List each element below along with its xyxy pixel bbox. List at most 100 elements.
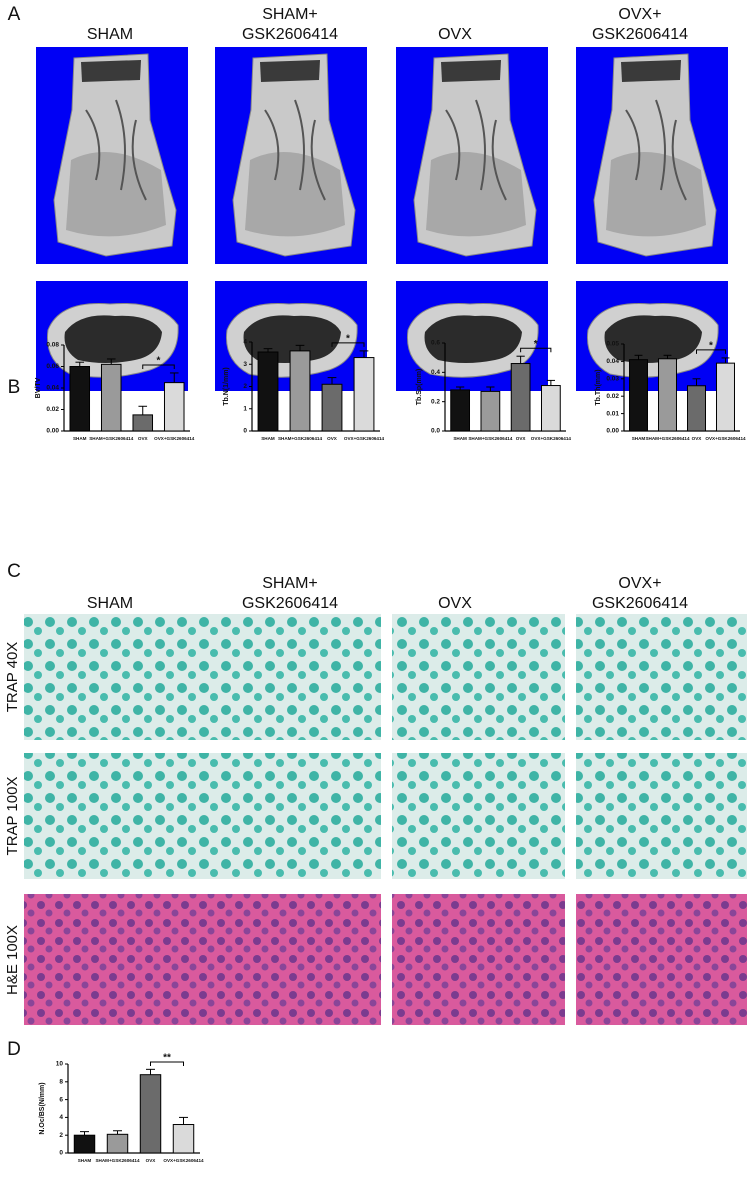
y-tick-label: 6 xyxy=(59,1096,63,1103)
y-tick-label: 0.00 xyxy=(606,428,619,435)
y-tick-label: 8 xyxy=(59,1079,63,1086)
y-tick-label: 4 xyxy=(243,339,247,346)
significance-label: * xyxy=(534,339,538,350)
he-image xyxy=(24,894,208,1025)
y-tick-label: 0.02 xyxy=(606,393,619,400)
row-label: TRAP 40X xyxy=(4,642,21,713)
significance-label: ** xyxy=(163,1053,171,1064)
bar xyxy=(353,357,375,432)
y-axis-title: N.Oc/BS(N/mm) xyxy=(39,1082,46,1134)
bar xyxy=(139,1074,162,1154)
micro-ct-images xyxy=(36,47,728,391)
bar xyxy=(132,414,154,432)
significance-label: * xyxy=(157,356,161,367)
column-header: GSK2606414 xyxy=(592,26,688,43)
x-tick-label: OVX+GSK2606414 xyxy=(163,1158,204,1163)
panel-label: C xyxy=(7,561,21,582)
bar xyxy=(257,351,279,432)
column-header: OVX+ xyxy=(618,575,661,592)
column-header: SHAM+ xyxy=(262,6,318,23)
bar xyxy=(100,363,122,432)
y-tick-label: 3 xyxy=(243,361,247,368)
row-label: TRAP 100X xyxy=(4,777,21,856)
bar xyxy=(172,1124,195,1154)
column-header: OVX xyxy=(438,595,472,612)
trap-image xyxy=(208,614,381,740)
column-header: GSK2606414 xyxy=(592,595,688,612)
y-axis-title: BV/TV xyxy=(35,377,42,398)
he-image xyxy=(208,894,381,1025)
significance-label: * xyxy=(709,341,713,352)
row-label: H&E 100X xyxy=(4,925,21,995)
significance-bracket xyxy=(520,347,552,353)
y-tick-label: 2 xyxy=(243,383,247,390)
y-tick-label: 1 xyxy=(243,405,247,412)
column-header: OVX+ xyxy=(618,6,661,23)
y-tick-label: 0.05 xyxy=(606,341,619,348)
column-header: GSK2606414 xyxy=(242,595,338,612)
x-tick-label: SHAM+GSK2606414 xyxy=(645,436,689,441)
column-header: SHAM xyxy=(87,26,133,43)
x-tick-label: OVX+GSK2606414 xyxy=(154,436,195,441)
x-tick-label: SHAM+GSK2606414 xyxy=(95,1158,139,1163)
x-tick-label: SHAM+GSK2606414 xyxy=(468,436,512,441)
y-tick-label: 0.08 xyxy=(46,342,59,349)
he-image xyxy=(576,894,747,1025)
panel-label: B xyxy=(8,377,21,398)
y-tick-label: 4 xyxy=(59,1114,63,1121)
bar xyxy=(106,1133,129,1154)
x-tick-label: SHAM xyxy=(78,1158,92,1163)
x-tick-label: SHAM+GSK2606414 xyxy=(278,436,322,441)
trap-image xyxy=(576,614,747,740)
bar xyxy=(540,385,561,432)
bar xyxy=(163,382,185,432)
y-tick-label: 0.2 xyxy=(431,398,440,405)
x-tick-label: SHAM xyxy=(261,436,275,441)
panel-label: A xyxy=(8,4,21,25)
column-header: SHAM+ xyxy=(262,575,318,592)
x-tick-label: SHAM+GSK2606414 xyxy=(89,436,133,441)
y-tick-label: 0.00 xyxy=(46,428,59,435)
y-tick-label: 0.04 xyxy=(606,358,619,365)
significance-label: * xyxy=(346,334,350,345)
bar xyxy=(629,359,648,432)
y-tick-label: 0.04 xyxy=(46,385,59,392)
x-tick-label: OVX xyxy=(327,436,338,441)
x-tick-label: OVX xyxy=(138,436,149,441)
histology-images xyxy=(24,614,747,1025)
x-tick-label: SHAM xyxy=(632,436,646,441)
significance-bracket xyxy=(150,1061,184,1066)
bar xyxy=(480,390,501,432)
trap-image xyxy=(24,753,208,879)
y-tick-label: 0 xyxy=(243,428,247,435)
bar xyxy=(69,366,91,432)
bar xyxy=(716,362,735,432)
x-tick-label: OVX xyxy=(516,436,527,441)
y-tick-label: 0 xyxy=(59,1150,63,1157)
bar xyxy=(321,383,343,432)
y-axis-title: Tb.Th(mm) xyxy=(595,369,602,405)
y-tick-label: 0.03 xyxy=(606,376,619,383)
bar xyxy=(510,363,531,432)
bar xyxy=(687,385,706,432)
x-tick-label: OVX xyxy=(692,436,703,441)
bar xyxy=(289,350,311,432)
bar xyxy=(658,358,677,432)
y-tick-label: 2 xyxy=(59,1132,63,1139)
bar xyxy=(73,1134,96,1154)
y-axis-title: Tb.Sp(mm) xyxy=(416,369,423,406)
x-tick-label: SHAM xyxy=(453,436,467,441)
significance-bracket xyxy=(331,342,365,347)
column-header: SHAM xyxy=(87,595,133,612)
y-tick-label: 10 xyxy=(56,1061,64,1068)
trap-image xyxy=(576,753,747,879)
x-tick-label: OVX+GSK2606414 xyxy=(705,436,746,441)
significance-bracket xyxy=(696,349,726,354)
column-header: OVX xyxy=(438,26,472,43)
trap-image xyxy=(392,614,565,740)
y-tick-label: 0.01 xyxy=(606,410,619,417)
he-image xyxy=(392,894,565,1025)
trap-image xyxy=(208,753,381,879)
y-tick-label: 0.06 xyxy=(46,363,59,370)
